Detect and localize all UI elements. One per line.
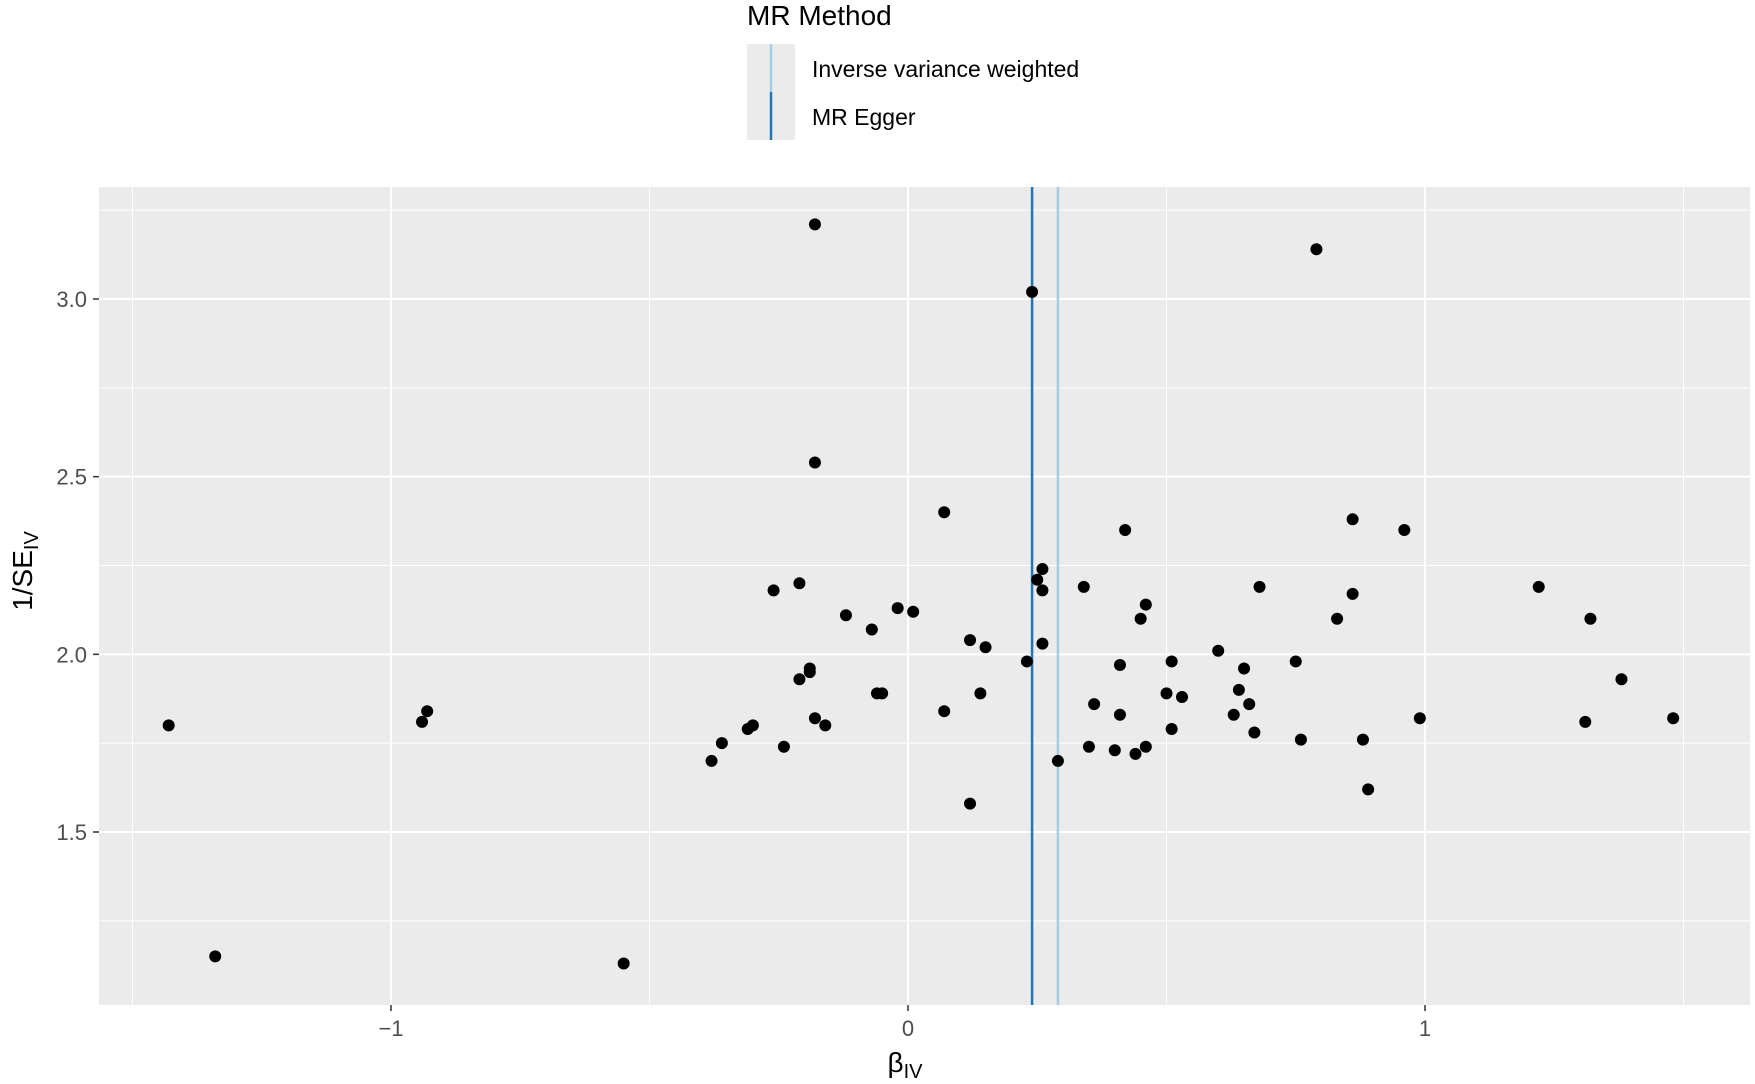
data-point [891,602,904,615]
data-point [1346,513,1359,526]
data-point [964,797,977,810]
x-tick-label: 0 [902,1016,914,1041]
y-tick-label: 2.5 [56,465,87,490]
data-point [1232,683,1245,696]
y-tick-label: 1.5 [56,820,87,845]
data-point [1165,722,1178,735]
legend-title: MR Method [747,0,892,31]
legend-label-egger: MR Egger [812,104,916,130]
data-point [746,719,759,732]
data-point [1077,580,1090,593]
data-point [907,605,920,618]
data-point [964,634,977,647]
data-point [819,719,832,732]
data-point [705,754,718,767]
data-point [1362,783,1375,796]
data-point [793,673,806,686]
data-point [1227,708,1240,721]
data-point [1031,573,1044,586]
data-point [1139,740,1152,753]
data-point [777,740,790,753]
legend-label-ivw: Inverse variance weighted [812,56,1079,82]
data-point [808,218,821,231]
data-point [938,705,951,718]
data-point [1584,612,1597,625]
data-point [876,687,889,700]
data-points [162,218,1680,970]
data-point [1212,644,1225,657]
data-point [1398,523,1411,536]
data-point [1579,715,1592,728]
x-tick-label: −1 [378,1016,403,1041]
data-point [979,641,992,654]
data-point [1615,673,1628,686]
method-lines [1030,187,1060,1005]
data-point [1238,662,1251,675]
legend: MR Method Inverse variance weighted MR E… [747,0,1079,140]
data-point [1036,584,1049,597]
data-point [715,737,728,750]
data-point [1248,726,1261,739]
data-point [1165,655,1178,668]
data-point [1026,285,1039,298]
data-point [1108,744,1121,757]
data-point [162,719,175,732]
x-tick-label: 1 [1419,1016,1431,1041]
data-point [1129,747,1142,760]
y-tick-label: 3.0 [56,287,87,312]
data-point [839,609,852,622]
y-axis-title-main: 1/SE [7,550,38,611]
data-point [1020,655,1033,668]
y-axis-title-sub: IV [21,531,43,551]
data-point [1413,712,1426,725]
data-point [803,662,816,675]
data-point [793,577,806,590]
data-point [1139,598,1152,611]
data-point [808,712,821,725]
data-point [209,950,222,963]
x-axis-title: βIV [887,1047,923,1083]
y-axis-ticks: 1.5 2.0 2.5 3.0 [56,287,99,845]
data-point [1082,740,1095,753]
y-tick-label: 2.0 [56,642,87,667]
data-point [1532,580,1545,593]
data-point [1667,712,1680,725]
major-gridlines [99,187,1750,1005]
data-point [1243,698,1256,711]
data-point [1051,754,1064,767]
data-point [1289,655,1302,668]
x-axis-ticks: −1 0 1 [378,1005,1431,1041]
x-axis-title-main: β [887,1047,903,1078]
data-point [1356,733,1369,746]
data-point [1346,587,1359,600]
data-point [1113,708,1126,721]
data-point [1253,580,1266,593]
data-point [1088,698,1101,711]
data-point [808,456,821,469]
data-point [1160,687,1173,700]
data-point [1331,612,1344,625]
data-point [421,705,434,718]
data-point [1134,612,1147,625]
data-point [1036,563,1049,576]
data-point [1176,690,1189,703]
data-point [416,715,429,728]
data-point [1294,733,1307,746]
data-point [1113,658,1126,671]
minor-gridlines [99,187,1750,1005]
data-point [1310,243,1323,256]
data-point [974,687,987,700]
data-point [617,957,630,970]
data-point [865,623,878,636]
y-axis-title: 1/SEIV [7,531,43,611]
data-point [938,506,951,519]
data-point [1119,523,1132,536]
x-axis-title-sub: IV [904,1061,924,1083]
plot-panel [99,187,1750,1005]
data-point [1036,637,1049,650]
data-point [767,584,780,597]
